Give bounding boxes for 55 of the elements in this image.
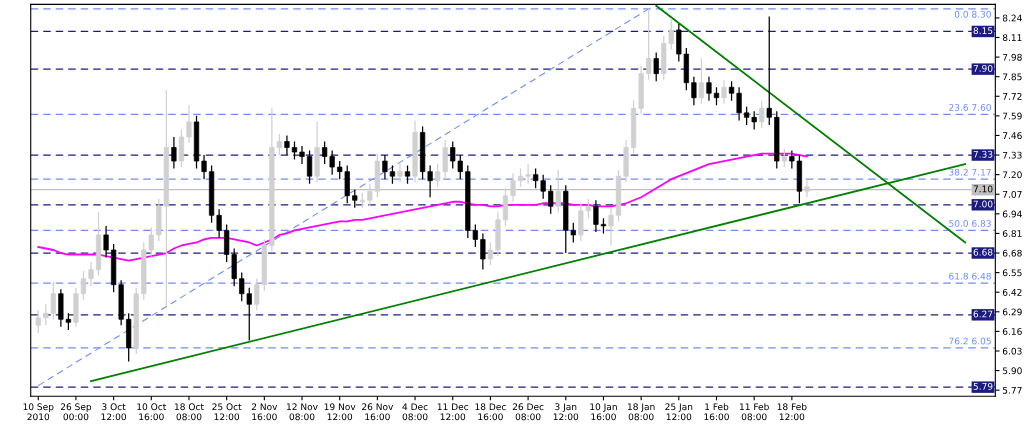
ref-line-label: 0.0 8.30 [954,10,991,18]
x-tick-label: 2 Nov 16:00 [251,403,278,421]
ref-line-label: 6.68 [973,248,993,256]
ref-line-label: 7.33 [973,150,993,158]
x-tick-label: 10 Oct 16:00 [137,403,167,421]
x-tick-label: 25 Jan 12:00 [665,403,693,421]
ref-line-label: 61.8 6.48 [949,272,991,280]
x-tick-label: 25 Oct 12:00 [212,403,242,421]
ref-line-label: 7.10 [973,185,993,193]
y-tick-label: 6.03 [1002,347,1022,355]
y-tick-label: 5.77 [1002,387,1022,394]
y-tick-label: 8.11 [1002,34,1022,42]
x-tick-label: 10 Jan 16:00 [590,403,617,421]
x-tick-label: 26 Nov 16:00 [362,403,394,421]
x-tick-label: 18 Dec 16:00 [475,403,506,421]
y-tick-label: 8.24 [1002,14,1022,22]
y-tick-label: 7.85 [1003,73,1022,81]
ref-line-label: 7.00 [973,200,993,208]
y-tick-label: 7.59 [1003,112,1022,120]
x-tick-label: 11 Feb 08:00 [740,403,769,421]
y-tick-label: 6.16 [1002,328,1022,335]
x-tick-label: 18 Oct 08:00 [174,403,204,421]
x-tick-label: 26 Sep 00:00 [60,403,92,421]
y-tick-label: 5.90 [1002,367,1022,375]
y-tick-label: 7.20 [1003,171,1022,179]
y-tick-label: 7.46 [1003,132,1022,140]
x-tick-label: 10 Sep 2010 [23,403,54,421]
y-tick-label: 6.94 [1002,210,1022,218]
ref-line-label: 50.0 6.83 [949,220,991,227]
y-tick-label: 6.68 [1002,249,1022,257]
ref-line-label: 38.2 7.17 [949,168,991,176]
x-tick-label: 18 Jan 08:00 [627,403,655,421]
x-tick-label: 11 Dec 12:00 [437,403,469,421]
x-tick-label: 12 Nov 08:00 [287,403,318,421]
ref-line-label: 8.15 [973,27,993,35]
ref-line-label: 76.2 6.05 [949,337,991,345]
x-tick-label: 26 Dec 08:00 [512,403,544,421]
ref-line-label: 7.90 [973,64,993,72]
x-tick-label: 18 Feb 12:00 [777,403,807,421]
y-tick-label: 6.29 [1002,308,1022,316]
y-tick-label: 6.42 [1002,288,1022,296]
ref-line-label: 6.27 [973,310,993,318]
y-tick-label: 7.98 [1003,53,1022,61]
y-tick-label: 7.33 [1003,151,1022,159]
ref-line-label: 23.6 7.60 [949,103,991,111]
y-tick-label: 6.81 [1002,230,1022,237]
y-tick-label: 6.55 [1002,269,1022,277]
x-tick-label: 4 Dec 08:00 [402,403,428,421]
ref-line-label: 5.79 [973,382,993,390]
y-tick-label: 7.07 [1003,190,1022,198]
x-tick-label: 3 Oct 12:00 [101,403,127,421]
x-tick-label: 3 Jan 12:00 [553,403,579,421]
x-tick-label: 1 Feb 16:00 [704,403,729,421]
y-tick-label: 7.72 [1003,93,1022,100]
x-tick-label: 19 Nov 12:00 [324,403,356,421]
